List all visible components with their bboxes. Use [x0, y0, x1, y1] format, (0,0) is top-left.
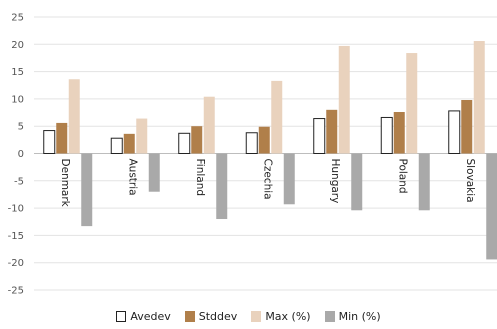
bar-avedev-poland [380, 116, 393, 154]
legend-item: Stddev [184, 310, 238, 323]
category-label: Slovakia [464, 159, 476, 203]
bar-min-poland [418, 153, 430, 211]
bar-stddev-czechia [258, 126, 270, 154]
legend-swatch [324, 311, 335, 322]
bar-stddev-austria [123, 133, 135, 154]
bar-min-denmark [81, 153, 93, 227]
bars [43, 41, 497, 260]
y-tick-label: -20 [8, 258, 24, 269]
y-tick-label: -15 [8, 231, 24, 242]
y-tick-label: 10 [11, 94, 24, 105]
bar-max-czechia [271, 80, 283, 154]
bar-avedev-hungary [313, 118, 326, 154]
y-tick-label: 25 [11, 13, 24, 24]
bar-avedev-denmark [43, 130, 56, 154]
y-tick-label: 5 [18, 122, 24, 133]
bar-stddev-slovakia [461, 99, 473, 154]
legend-swatch [251, 311, 262, 322]
legend-item: Min (%) [324, 310, 381, 323]
y-tick-label: 0 [18, 149, 24, 160]
category-label: Hungary [329, 159, 341, 204]
bar-max-hungary [338, 45, 350, 154]
y-tick-label: -25 [8, 286, 24, 297]
legend-swatch [116, 311, 127, 322]
y-tick-label: 20 [11, 40, 24, 51]
y-tick-label: -5 [14, 176, 24, 187]
bar-avedev-czechia [245, 132, 258, 154]
legend-item: Avedev [116, 310, 171, 323]
bar-max-poland [406, 53, 418, 154]
bar-avedev-slovakia [448, 110, 461, 155]
bar-max-slovakia [473, 41, 485, 154]
bar-min-hungary [351, 153, 363, 211]
category-label: Czechia [262, 159, 274, 200]
bar-stddev-poland [393, 112, 405, 154]
legend: Avedev Stddev Max (%) Min (%) [0, 310, 497, 323]
bar-avedev-finland [178, 132, 191, 155]
category-label: Poland [397, 159, 409, 194]
legend-label: Min (%) [338, 310, 381, 323]
y-tick-label: -10 [8, 204, 24, 215]
category-label: Denmark [59, 159, 71, 208]
legend-item: Max (%) [251, 310, 311, 323]
legend-label: Avedev [130, 310, 171, 323]
bar-max-finland [203, 96, 215, 154]
bar-max-denmark [68, 79, 80, 154]
bar-stddev-denmark [56, 122, 68, 154]
bar-min-czechia [283, 153, 295, 205]
y-axis-ticks: 25 20 15 10 5 0 -5 -10 -15 -20 -25 [8, 13, 24, 297]
bar-min-slovakia [486, 153, 497, 260]
bar-min-austria [148, 153, 160, 192]
legend-swatch [184, 311, 195, 322]
category-label: Finland [194, 159, 206, 197]
legend-label: Stddev [198, 310, 238, 323]
bar-avedev-austria [110, 137, 123, 155]
category-labels: Denmark Austria Finland Czechia Hungary Polan… [59, 159, 476, 208]
bar-max-austria [136, 118, 148, 154]
bar-stddev-finland [191, 126, 203, 154]
category-label: Austria [127, 159, 139, 196]
bar-min-finland [216, 153, 228, 220]
y-tick-label: 15 [11, 67, 24, 78]
bar-stddev-hungary [326, 109, 338, 154]
legend-label: Max (%) [265, 310, 311, 323]
